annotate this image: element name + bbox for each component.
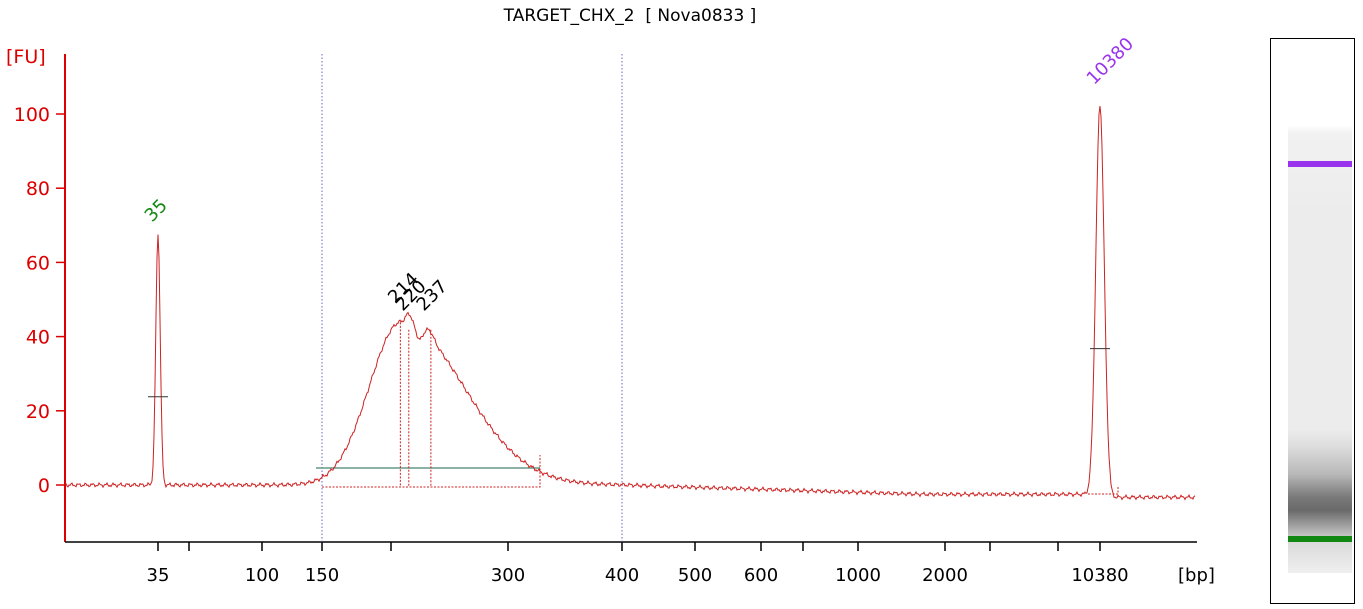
upper-marker-outline bbox=[1088, 486, 1119, 495]
lower-marker-band bbox=[1288, 536, 1352, 542]
electropherogram-chart: [FU] 0 20 40 60 80 100 35 100 150 300 400 500 600 1000… bbox=[6, 34, 1215, 586]
y-tick-label: 40 bbox=[26, 327, 50, 349]
gel-lane bbox=[1270, 38, 1355, 604]
x-tick-label: 600 bbox=[744, 565, 778, 586]
y-tick-label: 20 bbox=[26, 401, 50, 423]
x-tick-label: 150 bbox=[305, 565, 339, 586]
x-tick-label: 35 bbox=[147, 565, 170, 586]
x-tick-label: 1000 bbox=[835, 565, 881, 586]
x-tick-label: 100 bbox=[245, 565, 279, 586]
region-outline bbox=[322, 455, 541, 488]
x-tick-label: 10380 bbox=[1071, 565, 1128, 586]
x-tick-label: 2000 bbox=[922, 565, 968, 586]
y-tick-label: 80 bbox=[26, 178, 50, 200]
upper-marker-band bbox=[1288, 161, 1352, 167]
peak-label: 35 bbox=[141, 195, 172, 226]
gel-smear bbox=[1288, 125, 1352, 573]
x-tick-label: 500 bbox=[678, 565, 712, 586]
x-tick-label: 400 bbox=[605, 565, 639, 586]
x-axis-label: [bp] bbox=[1178, 565, 1215, 586]
y-tick-label: 60 bbox=[26, 252, 50, 274]
trace-line bbox=[64, 105, 1196, 501]
y-axis-label: [FU] bbox=[6, 46, 46, 68]
y-tick-label: 0 bbox=[38, 475, 50, 497]
chart-title: TARGET_CHX_2 [ Nova0833 ] bbox=[503, 6, 757, 26]
x-tick-label: 300 bbox=[491, 565, 525, 586]
peak-label: 10380 bbox=[1083, 34, 1138, 89]
y-tick-label: 100 bbox=[14, 104, 50, 126]
